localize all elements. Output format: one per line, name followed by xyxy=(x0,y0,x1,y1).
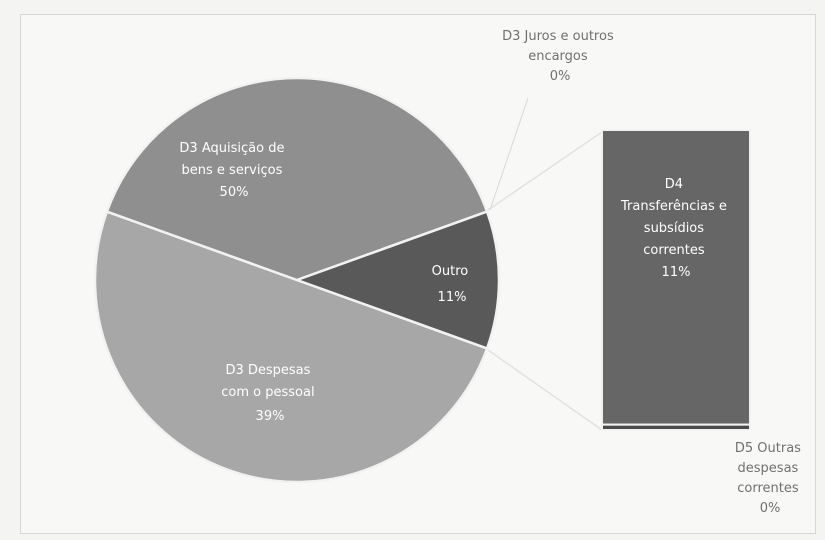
bar-segment-other-expenses xyxy=(601,423,751,431)
pie-slice-acquisition xyxy=(93,209,489,484)
slice-label-interest: D3 Juros e outros encargos 0% xyxy=(502,29,618,84)
slice-label-personnel-line1: D3 Despesas xyxy=(225,363,310,378)
juros-leader-line xyxy=(489,97,529,211)
pie-slice-other xyxy=(293,209,501,351)
slice-label-interest-line2: encargos xyxy=(528,49,588,64)
bar-label-other-expenses-value: 0% xyxy=(760,501,781,516)
bar-label-other-expenses: D5 Outras despesas correntes 0% xyxy=(735,441,805,516)
bar-label-other-expenses-line1: D5 Outras xyxy=(735,441,801,456)
slice-label-acquisition-line2: bens e serviços xyxy=(182,163,283,178)
pie-slice-personnel xyxy=(105,76,489,282)
connector-line-top xyxy=(487,131,603,211)
slice-label-interest-value: 0% xyxy=(550,69,571,84)
slice-label-other-line1: Outro xyxy=(432,264,469,279)
slice-label-personnel: D3 Despesas com o pessoal 39% xyxy=(221,363,318,424)
bar-label-transfers-line2: Transferências e xyxy=(620,199,727,214)
bar-label-transfers-line4: correntes xyxy=(643,243,705,258)
slice-label-personnel-value: 39% xyxy=(256,409,285,424)
bar-label-other-expenses-line2: despesas xyxy=(738,461,799,476)
bar-label-transfers-line1: D4 xyxy=(665,177,683,192)
slice-label-interest-line1: D3 Juros e outros xyxy=(502,29,614,44)
bar-label-other-expenses-line3: correntes xyxy=(737,481,799,496)
slice-label-acquisition: D3 Aquisição de bens e serviços 50% xyxy=(179,141,288,200)
slice-label-acquisition-line1: D3 Aquisição de xyxy=(179,141,284,156)
bar-label-transfers-value: 11% xyxy=(662,265,691,280)
slice-label-acquisition-value: 50% xyxy=(220,185,249,200)
slice-label-other-value: 11% xyxy=(438,290,467,305)
bar-label-transfers: D4 Transferências e subsídios correntes … xyxy=(620,177,731,280)
bar-label-transfers-line3: subsídios xyxy=(644,221,704,236)
slice-label-other: Outro 11% xyxy=(432,264,473,305)
bar-segment-transfers xyxy=(601,129,751,426)
connector-line-bottom xyxy=(487,349,603,431)
slice-label-personnel-line2: com o pessoal xyxy=(221,385,314,400)
